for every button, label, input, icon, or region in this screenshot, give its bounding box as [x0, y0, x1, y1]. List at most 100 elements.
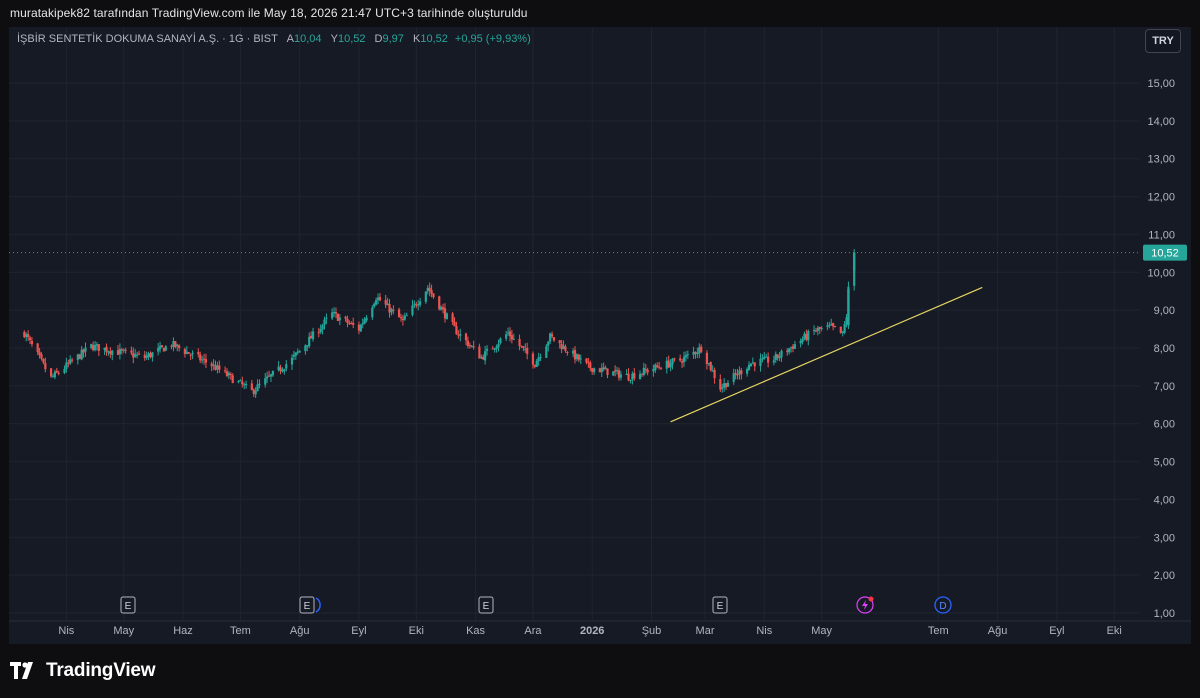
candle-body: [749, 363, 753, 366]
candle-body: [124, 349, 127, 351]
candle-body: [122, 349, 125, 351]
candle-body: [266, 376, 269, 379]
candle-body: [826, 325, 829, 327]
candle-body: [724, 383, 728, 388]
candle-body: [183, 349, 187, 354]
candle-body: [549, 333, 552, 342]
candle-body: [736, 374, 739, 376]
candle-body: [118, 349, 122, 355]
candle-body: [103, 347, 106, 350]
candle-body: [105, 346, 108, 352]
candle-body: [537, 357, 540, 362]
candle-body: [160, 345, 164, 348]
candle-body: [852, 252, 856, 271]
x-tick-label: Ara: [524, 625, 542, 637]
candle-body: [365, 317, 368, 321]
candle-body: [65, 362, 68, 370]
x-tick-label: Mar: [696, 625, 715, 637]
candle-body: [164, 346, 167, 351]
candle-body: [285, 364, 288, 369]
candle-body: [830, 323, 833, 325]
candle-body: [585, 358, 588, 363]
candle-body: [801, 339, 804, 342]
candle-body: [726, 382, 730, 387]
dividend-marker-label: D: [939, 601, 946, 612]
candle-body: [455, 326, 458, 335]
candle-body: [296, 351, 299, 353]
candle-body: [845, 317, 848, 325]
candle-body: [162, 347, 165, 352]
candle-body: [847, 289, 850, 326]
open-value: 10,04: [294, 33, 322, 45]
candle-body: [577, 354, 580, 360]
candle-body: [172, 341, 175, 347]
candle-body: [738, 370, 741, 375]
candle-body: [90, 343, 93, 349]
currency-button[interactable]: TRY: [1145, 29, 1181, 53]
candle-body: [346, 318, 349, 323]
candle-body: [440, 306, 443, 310]
candle-body: [214, 365, 217, 370]
candle-body: [550, 333, 554, 337]
candle-body: [573, 349, 577, 360]
candle-body: [332, 311, 336, 314]
candle-body: [223, 370, 227, 372]
x-tick-label: Eki: [1107, 625, 1122, 637]
candle-body: [338, 317, 341, 321]
candle-body: [747, 365, 751, 371]
candle-body: [371, 307, 374, 318]
y-tick-label: 14,00: [1147, 116, 1175, 128]
y-tick-label: 3,00: [1154, 532, 1175, 544]
candle-body: [254, 390, 257, 395]
candle-body: [67, 362, 70, 364]
y-tick-label: 6,00: [1154, 419, 1175, 431]
candle-body: [438, 296, 441, 310]
price-chart[interactable]: 1,00 2,00 3,00 4,00 5,00 6,00 7,00 8,00 9,00 10,0…: [9, 27, 1191, 644]
candle-body: [158, 346, 162, 350]
candle-body: [564, 346, 567, 351]
candle-body: [250, 383, 253, 390]
candle-body: [69, 359, 72, 364]
candle-body: [430, 290, 433, 294]
candle-body: [453, 321, 456, 327]
candle-body: [197, 352, 200, 355]
candle-body: [191, 352, 194, 355]
candle-body: [658, 366, 661, 368]
chart-panel[interactable]: 1,00 2,00 3,00 4,00 5,00 6,00 7,00 8,00 9,00 10,0…: [9, 27, 1191, 644]
candle-body: [763, 356, 766, 359]
candle-body: [417, 304, 420, 306]
candle-body: [571, 350, 575, 354]
candle-body: [497, 343, 500, 348]
candle-body: [667, 360, 670, 368]
candle-body: [201, 359, 204, 361]
candle-body: [432, 293, 435, 298]
candle-body: [23, 331, 26, 338]
candle-body: [765, 356, 768, 358]
candle-body: [229, 373, 232, 375]
candle-body: [482, 356, 485, 360]
y-tick-label: 7,00: [1154, 381, 1175, 393]
candle-body: [560, 344, 563, 350]
y-tick-label: 5,00: [1154, 457, 1175, 469]
candle-body: [311, 331, 315, 340]
tradingview-logo-icon: [10, 662, 33, 679]
candle-body: [665, 360, 668, 369]
candle-body: [478, 346, 481, 359]
candle-body: [375, 300, 378, 305]
x-tick-label: Şub: [642, 625, 662, 637]
candle-body: [472, 346, 475, 348]
candle-body: [566, 351, 569, 353]
candle-body: [109, 351, 112, 354]
y-tick-label: 2,00: [1154, 570, 1175, 582]
candle-body: [694, 352, 697, 354]
candle-body: [237, 381, 240, 383]
candle-body: [170, 345, 173, 347]
change-value: +0,95 (+9,93%): [454, 33, 531, 45]
candle-body: [602, 367, 605, 370]
candle-body: [279, 367, 282, 372]
candle-body: [713, 369, 716, 379]
candle-body: [40, 354, 43, 359]
candle-body: [252, 389, 255, 394]
candle-body: [281, 370, 284, 372]
high-value: 10,52: [337, 33, 366, 45]
